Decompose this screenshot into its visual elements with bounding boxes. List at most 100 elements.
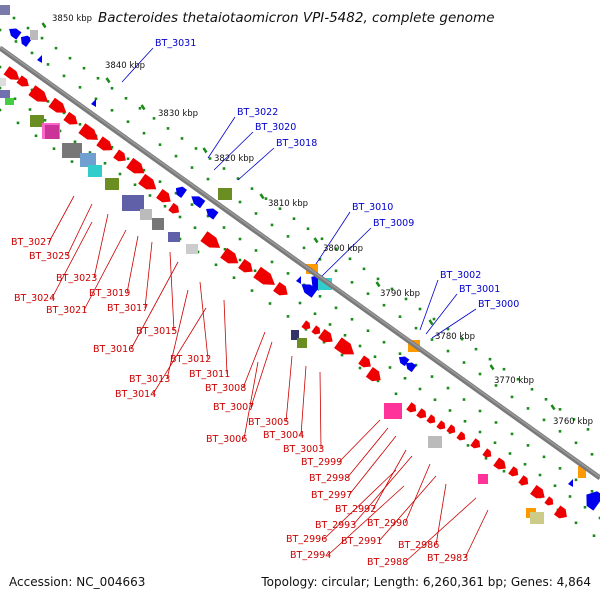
tick-dot (148, 194, 152, 197)
reverse-label-leader (242, 331, 266, 389)
reverse-gene-arrow (63, 111, 78, 125)
tick-dot (286, 235, 290, 238)
tick-dot (446, 349, 450, 353)
tick-dot (70, 160, 74, 163)
reverse-label-leader (223, 299, 228, 375)
reverse-gene-arrow (311, 325, 321, 335)
reverse-label-leader (83, 229, 127, 311)
tick-dot (574, 478, 578, 482)
reverse-gene-arrow (446, 424, 456, 434)
forward-gene-arrow (37, 55, 42, 63)
genome-backbone (0, 45, 600, 481)
tick-dot (292, 217, 296, 220)
tick-dot (238, 237, 242, 241)
reverse-gene-label: BT_3016 (93, 344, 134, 355)
reverse-label-leader (327, 485, 405, 556)
reverse-gene-label: BT_2994 (290, 550, 331, 561)
tick-dot (222, 226, 226, 229)
tick-dot (553, 484, 557, 488)
tick-dot (163, 204, 167, 208)
tick-dot (478, 372, 482, 376)
reverse-gene-label: BT_3013 (129, 374, 170, 385)
tick-dot (278, 207, 282, 210)
tick-dot (558, 467, 562, 470)
tick-dot (62, 74, 66, 78)
reverse-gene-label: BT_3015 (136, 326, 177, 337)
reverse-gene-label: BT_3027 (11, 237, 52, 248)
reverse-gene-arrow (253, 266, 275, 285)
reverse-gene-arrow (530, 484, 545, 499)
tick-dot (14, 40, 18, 43)
tick-dot (466, 444, 470, 447)
tick-dot (474, 347, 478, 351)
tick-dot (78, 86, 82, 89)
gene-feature-box (0, 5, 10, 15)
gene-feature-box (45, 125, 59, 139)
reverse-gene-label: BT_2983 (427, 553, 468, 564)
tick-dot (126, 120, 130, 124)
reverse-gene-arrow (3, 66, 20, 80)
reverse-label-leader (346, 427, 389, 479)
major-tick (259, 193, 265, 200)
tick-dot (544, 398, 548, 401)
tick-dot (382, 340, 386, 344)
reverse-gene-label: BT_3023 (56, 273, 97, 284)
forward-gene-label: BT_3002 (440, 270, 481, 281)
forward-gene-arrow (206, 208, 219, 220)
reverse-gene-arrow (238, 258, 253, 273)
forward-gene-arrow (586, 491, 600, 511)
reverse-gene-arrow (156, 188, 171, 203)
tick-dot (488, 357, 492, 361)
reverse-gene-label: BT_3006 (206, 434, 247, 445)
gene-features (0, 5, 600, 524)
label-leaders (48, 47, 489, 563)
accession-text: Accession: NC_004663 (9, 575, 145, 589)
tick-label: 3770 kbp (494, 376, 534, 386)
tick-label: 3810 kbp (268, 199, 308, 209)
reverse-gene-label: BT_3007 (213, 402, 254, 413)
tick-dot (508, 452, 512, 455)
gene-feature-box (186, 244, 198, 254)
reverse-gene-arrow (220, 247, 239, 264)
tick-dot (12, 16, 16, 20)
reverse-gene-arrow (358, 355, 371, 368)
reverse-label-leader (300, 365, 307, 436)
tick-label: 3850 kbp (52, 14, 92, 24)
gene-feature-box (478, 474, 488, 484)
reverse-label-leader (338, 419, 381, 463)
tick-dot (193, 226, 197, 230)
tick-dot (340, 353, 344, 357)
gene-feature-box (5, 98, 14, 105)
tick-dot (460, 337, 464, 341)
tick-dot (362, 267, 366, 271)
reverse-label-leader (48, 195, 75, 243)
forward-gene-label: BT_3000 (478, 299, 519, 310)
tick-dot (432, 317, 436, 321)
forward-gene-arrow (20, 35, 32, 47)
reverse-gene-arrow (48, 97, 67, 113)
tick-dot (558, 430, 562, 433)
reverse-label-leader (285, 355, 293, 423)
tick-dots (0, 6, 600, 537)
genome-backbone-highlight (0, 46, 600, 478)
major-tick (550, 404, 556, 411)
tick-dot (0, 65, 2, 69)
reverse-gene-label: BT_2996 (286, 534, 327, 545)
major-tick (140, 104, 146, 111)
tick-dot (40, 36, 44, 40)
reverse-gene-arrow (126, 157, 145, 174)
tick-dot (568, 495, 572, 498)
tick-dot (68, 56, 72, 60)
map-title: Bacteroides thetaiotaomicron VPI-5482, c… (98, 10, 495, 26)
reverse-gene-label: BT_2991 (341, 536, 382, 547)
reverse-label-leader (152, 307, 207, 395)
gene-feature-box (384, 403, 402, 419)
forward-gene-label: BT_3020 (255, 122, 296, 133)
tick-dot (502, 469, 506, 473)
tick-dot (46, 63, 50, 66)
tick-dot (398, 352, 402, 355)
tick-label: 3820 kbp (214, 154, 254, 164)
reverse-label-leader (144, 241, 153, 309)
tick-dot (334, 247, 338, 251)
tick-dot (463, 419, 467, 423)
